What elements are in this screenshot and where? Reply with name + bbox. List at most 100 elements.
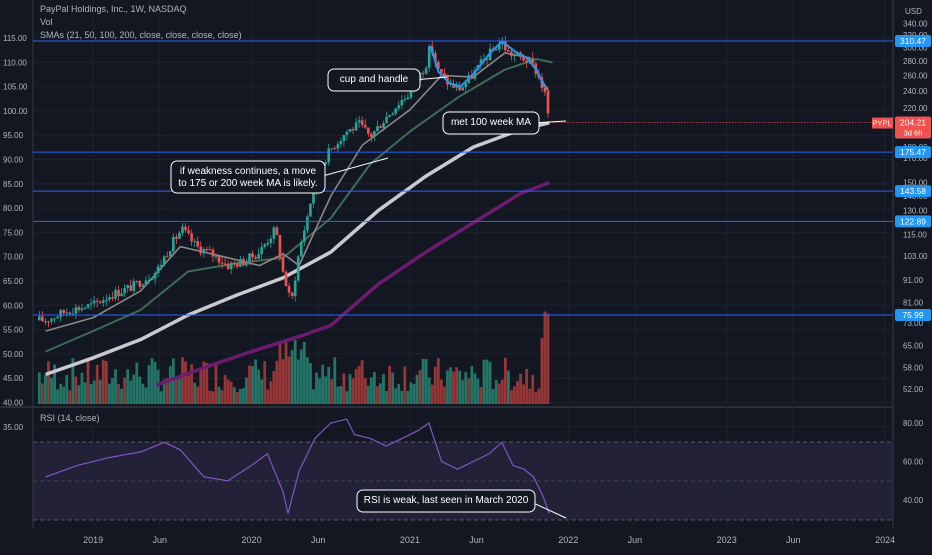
candle-body [351,128,355,131]
volume-bar [443,386,446,404]
candle-body [123,287,126,294]
symbol-label: PYPL [872,119,891,128]
candle-body [403,98,407,100]
volume-bar [165,378,169,404]
candle-body [101,300,105,303]
volume-bar [171,358,175,404]
candle-body [339,141,343,145]
right-axis-tick: 170.00 [903,154,928,163]
candle-body [71,313,75,315]
candle-body [443,73,446,77]
volume-bar [430,384,434,404]
candle-body [181,226,184,233]
volume-bar [412,383,416,404]
volume-bar [168,366,172,404]
candle-body [360,120,364,125]
candle-body [504,40,507,51]
volume-bar [162,379,166,404]
right-axis-tick: 115.00 [903,230,927,239]
x-tick-label: 2024 [875,535,895,545]
volume-bar [470,365,474,404]
level-price-tag [895,35,931,47]
callout-pointer [318,157,389,178]
volume-bar [193,382,197,404]
level-price-tag [895,185,931,198]
volume-bar [449,367,452,404]
candle-body [296,256,300,281]
left-axis-tick: 85.00 [3,180,24,189]
volume-bar [330,379,334,404]
left-axis-tick: 90.00 [3,156,24,165]
candle-body [269,238,273,243]
candle-body [138,280,142,287]
volume-bar [540,338,544,404]
volume-bar [117,384,120,404]
volume-bar [461,380,465,404]
volume-bar [546,313,550,404]
volume-bar [345,391,349,404]
volume-bar [528,388,532,404]
right-axis-tick: 65.00 [903,341,924,350]
candle-body [440,69,443,74]
candle-body [473,70,477,79]
candle-body [74,307,78,314]
volume-bar [372,372,376,404]
volume-bar [506,370,510,404]
volume-bar [92,380,96,404]
candle-body [345,131,349,136]
left-axis-tick: 115.00 [3,34,27,43]
volume-bar [357,366,361,404]
volume-bar [293,340,297,404]
candle-body [461,87,464,91]
rsi-axis-tick: 80.00 [903,419,924,428]
candle-body [281,257,285,272]
volume-bar [534,391,538,404]
right-axis-tick: 52.00 [903,385,924,394]
right-axis-tick: 280.00 [903,57,928,66]
candle-body [464,82,468,88]
x-tick-label: 2022 [558,535,578,545]
candle-body [178,232,181,239]
volume-bar [522,384,526,404]
candle-body [354,122,358,131]
sma-200-line [155,180,550,387]
annotation-rsi[interactable]: RSI is weak, last seen in March 2020 [356,489,567,519]
candle-body [299,241,303,257]
candle-body [65,312,69,314]
candle-body [214,255,218,257]
volume-bar [214,362,218,404]
volume-bar [40,383,44,404]
candle-body [159,264,163,267]
candle-body [80,308,84,311]
candle-body [366,127,370,134]
volume-bar [436,358,440,404]
volume-bar [83,382,87,404]
rsi-line [45,418,550,514]
candle-body [147,279,151,281]
annotation-cup-and-handle[interactable]: cup and handle [327,68,448,92]
annotation-100-week-ma[interactable]: met 100 week MA [442,111,567,135]
volume-bar [226,379,230,404]
volume-bar [452,371,455,404]
volume-bar [424,358,428,404]
left-axis-tick: 95.00 [3,131,24,140]
volume-bar [114,369,117,404]
volume-bar [266,389,270,404]
volume-bar [327,366,331,404]
volume-bar [318,378,321,404]
volume-bar [376,386,379,404]
volume-bar [223,374,227,404]
volume-bar [379,383,382,404]
callout-box [327,68,421,92]
left-axis-tick: 70.00 [3,253,24,262]
volume-bar [260,379,264,404]
candle-body [248,253,251,262]
volume-bar [482,359,486,404]
candle-body [220,262,224,264]
candle-body [77,307,81,311]
volume-bar [120,388,123,404]
volume-bar [141,383,145,404]
rsi-axis-tick: 60.00 [903,458,924,467]
